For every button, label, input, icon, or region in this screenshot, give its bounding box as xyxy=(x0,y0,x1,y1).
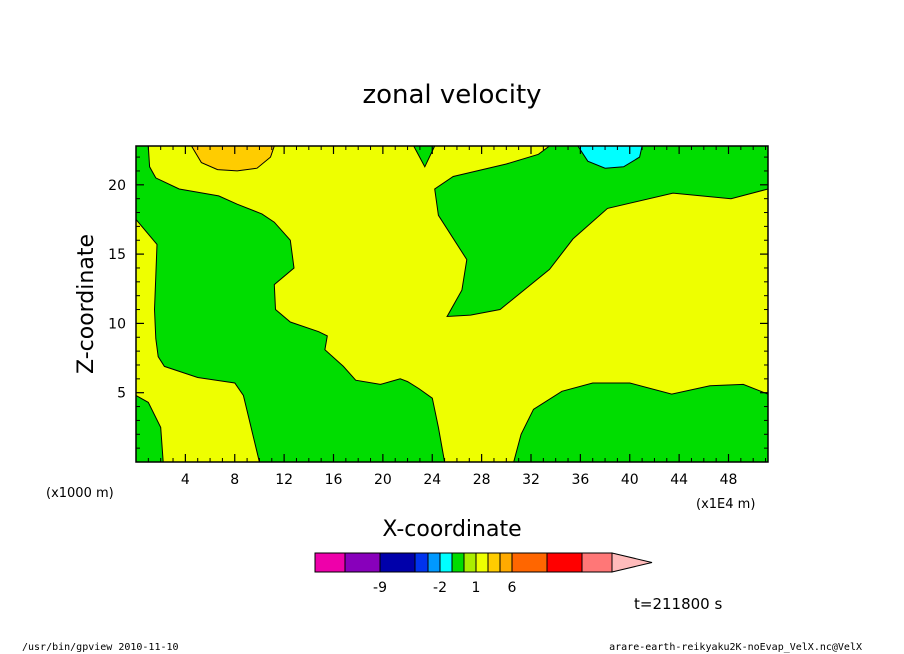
colorbar-bin xyxy=(581,552,613,573)
region-green-right xyxy=(434,145,769,318)
plot-area xyxy=(135,145,769,463)
colorbar-label: 6 xyxy=(508,580,517,596)
x-tick-label: 8 xyxy=(230,472,239,488)
colorbar-bin xyxy=(414,552,429,573)
colorbar-label: -2 xyxy=(433,580,447,596)
y-axis-label: Z-coordinate xyxy=(74,234,99,374)
region-green-left xyxy=(135,145,446,463)
y-tick-label: 15 xyxy=(108,247,126,263)
x-axis-label: X-coordinate xyxy=(382,517,521,542)
time-label: t=211800 s xyxy=(634,595,722,613)
x-tick-label: 40 xyxy=(621,472,639,488)
colorbar-bin xyxy=(487,552,501,573)
colorbar-bin xyxy=(439,552,453,573)
x-tick-label: 4 xyxy=(181,472,190,488)
colorbar-bin xyxy=(379,552,416,573)
colorbar-labels: -9 -2 1 6 xyxy=(373,580,517,596)
colorbar-bin xyxy=(451,552,465,573)
colorbar-bin xyxy=(463,552,477,573)
x-tick-label: 32 xyxy=(522,472,540,488)
colorbar-bin xyxy=(499,552,513,573)
colorbar-bin xyxy=(511,552,548,573)
colorbar-bin xyxy=(427,552,441,573)
x-tick-label: 20 xyxy=(374,472,392,488)
x-tick-label: 16 xyxy=(325,472,343,488)
x-tick-label: 36 xyxy=(571,472,589,488)
colorbar-bin xyxy=(546,552,583,573)
colorbar-label: -9 xyxy=(373,580,387,596)
footer-right: arare-earth-reikyaku2K-noEvap_VelX.nc@Ve… xyxy=(609,642,862,653)
y-tick-label: 10 xyxy=(108,316,126,332)
colorbar xyxy=(314,552,653,573)
colorbar-bin xyxy=(475,552,489,573)
y-tick-label: 5 xyxy=(117,386,126,402)
colorbar-bin xyxy=(314,552,346,573)
colorbar-label: 1 xyxy=(472,580,481,596)
x-tick-label: 28 xyxy=(473,472,491,488)
colorbar-arrow xyxy=(611,552,653,573)
contour-regions xyxy=(135,145,769,463)
x-tick-label: 48 xyxy=(720,472,738,488)
region-orange-top xyxy=(190,145,275,172)
x-unit-left: (x1000 m) xyxy=(46,486,114,501)
colorbar-bin xyxy=(344,552,381,573)
x-tick-label: 24 xyxy=(423,472,441,488)
y-axis-ticks: 5 10 15 20 xyxy=(108,156,768,449)
x-axis-ticks: 4 8 12 16 20 24 28 32 36 40 44 48 xyxy=(147,146,767,488)
x-unit-right: (x1E4 m) xyxy=(696,497,755,512)
y-tick-label: 20 xyxy=(108,178,126,194)
x-tick-label: 12 xyxy=(275,472,293,488)
plot-frame xyxy=(135,145,769,463)
x-tick-label: 44 xyxy=(670,472,688,488)
chart-title: zonal velocity xyxy=(362,80,541,110)
footer-left: /usr/bin/gpview 2010-11-10 xyxy=(22,642,179,653)
